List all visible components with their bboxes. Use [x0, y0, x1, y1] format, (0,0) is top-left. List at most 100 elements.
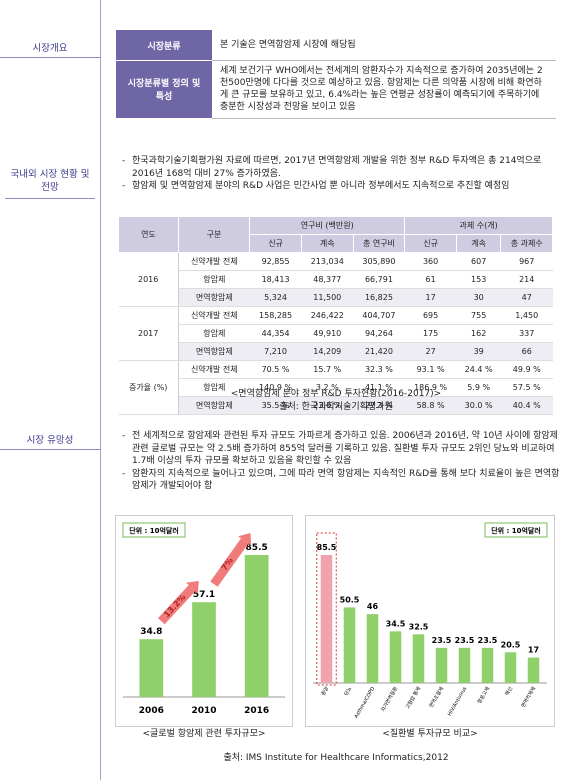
chart: 단위 : 10억달러34.8200657.1201085.5201613.2%7… — [115, 515, 293, 727]
bullets: 한국과학기술기획평가원 자료에 따르면, 2017년 면역항암제 개발을 위한 … — [120, 155, 562, 193]
header-cell: 신규 — [249, 234, 302, 253]
section-label: 시장 유망성 — [0, 432, 100, 450]
table-row: 2016 신약개발 전체 92,855 213,034 305,890 360 607 967 — [118, 252, 553, 307]
cell: 61 — [404, 270, 457, 289]
cell: 360 — [404, 252, 457, 271]
caption-line: <면역항암제 분야 정부 R&D 투자현황(2016-2017)> — [230, 389, 442, 399]
row-label: 항암제 — [178, 324, 250, 343]
row-label: 신약개발 전체 — [178, 306, 250, 325]
cell: 755 — [456, 306, 501, 325]
cell: 27.3 % — [353, 396, 405, 415]
cell: 158,285 — [249, 306, 302, 325]
bullet: 암환자의 지속적으로 늘어나고 있으며, 그에 따라 면역 항암제는 지속적인 … — [122, 468, 564, 493]
value-label: 32.5 — [409, 622, 429, 631]
table-row: 2017 신약개발 전체 158,285 246,422 404,707 695 755 1,… — [118, 306, 553, 361]
unit-box — [122, 522, 186, 538]
cell: 16,825 — [353, 288, 405, 307]
cell: 30 — [456, 288, 501, 307]
header-cell: 과제 수(개) — [404, 216, 553, 235]
value-label: 34.8 — [140, 627, 162, 637]
arrow-head — [238, 532, 252, 546]
caption: <면역항암제 분야 정부 R&D 투자현황(2016-2017)> 출처: 한국… — [116, 388, 556, 413]
cell: 18,413 — [249, 270, 302, 289]
cell-body: 세계 보건기구 WHO에서는 전세계의 암환자수가 지속적으로 증가하여 203… — [212, 60, 556, 119]
cell: 5,324 — [249, 288, 302, 307]
bar — [481, 647, 494, 683]
header-row: 연도 구분 연구비 (백만원) 과제 수(개) — [118, 216, 553, 253]
bullets: 전 세계적으로 항암제와 관련된 투자 규모도 가파르게 증가하고 있음. 20… — [120, 430, 564, 493]
header-cell: 신규 — [404, 234, 457, 253]
cell-head: 시장분류별 정의 및 특성 — [116, 60, 212, 119]
section-label: 국내외 시장 현황 및 전망 — [5, 168, 95, 199]
row-label: 항암제 — [178, 270, 250, 289]
chart: 단위 : 10억달러85.5종양50.5당뇨46Asthma/COPD34.5자… — [305, 515, 555, 727]
bullet: 항암제 및 면역항암제 분야의 R&D 사업은 민간사업 뿐 아니라 정부에서도… — [122, 180, 562, 193]
category-label: 2016 — [244, 706, 269, 716]
cell: 15.7 % — [301, 360, 354, 379]
year-cell: 2016 — [118, 252, 179, 307]
cell: 5.9 % — [456, 378, 501, 397]
cell: 24.4 % — [456, 360, 501, 379]
bullet: 전 세계적으로 항암제와 관련된 투자 규모도 가파르게 증가하고 있음. 20… — [122, 430, 564, 468]
cell: 337 — [500, 324, 553, 343]
cell: 32.3 % — [353, 360, 405, 379]
bar — [389, 631, 402, 683]
table-row: 증가율 (%) 신약개발 전체 70.5 % 15.7 % 32.3 % 93.1 % 24… — [118, 360, 553, 415]
cell: 21,420 — [353, 342, 405, 361]
cell: 93.1 % — [404, 360, 457, 379]
arrow-head — [186, 580, 199, 594]
header-cell: 계속 — [455, 234, 502, 253]
cell: 41.1 % — [353, 378, 405, 397]
value-label: 20.5 — [501, 640, 521, 649]
cell: 11,500 — [301, 288, 354, 307]
caption: <질환별 투자규모 비교> — [382, 729, 478, 739]
table-row: 항암제 140.9 % 3.2 % 41.1 % 186.9 % 5.9 % 57.5 % — [119, 378, 553, 397]
cell: 27 — [404, 342, 457, 361]
cell: 175 — [404, 324, 457, 343]
cell: 23.6 % — [301, 396, 354, 415]
cell: 140.9 % — [249, 378, 302, 397]
bar — [527, 657, 540, 683]
header-cell: 연구비 (백만원) — [249, 216, 406, 235]
table-row: 항암제 18,413 48,377 66,791 61 153 214 — [119, 270, 553, 289]
cell: 1,450 — [500, 306, 553, 325]
cell: 14,209 — [301, 342, 354, 361]
category-label: 종양 — [320, 685, 331, 697]
year-cell: 증가율 (%) — [118, 360, 179, 415]
cell: 39 — [456, 342, 501, 361]
bar — [412, 634, 425, 683]
cell: 35.5 % — [249, 396, 302, 415]
cell: 49.9 % — [500, 360, 553, 379]
value-label: 23.5 — [478, 636, 498, 645]
unit: 단위 : 10억달러 — [129, 526, 179, 535]
cell: 66,791 — [353, 270, 405, 289]
cell: 246,422 — [301, 306, 354, 325]
cell: 7,210 — [249, 342, 302, 361]
table-row: 면역항암제 5,324 11,500 16,825 17 30 47 — [119, 288, 553, 307]
cell-head: 시장분류 — [116, 30, 212, 61]
table-row: 면역항암제 35.5 % 23.6 % 27.3 % 58.8 % 30.0 % 40.4 … — [119, 396, 553, 415]
frame — [305, 515, 555, 727]
growth-arrow — [210, 538, 249, 587]
bar — [366, 614, 379, 683]
overview-table: 시장분류 본 기술은 면역항암제 시장에 해당됨 시장분류별 정의 및 특성 세계 … — [116, 30, 556, 119]
bar — [458, 647, 471, 683]
cell: 58.8 % — [404, 396, 457, 415]
cell: 44,354 — [249, 324, 302, 343]
cell: 70.5 % — [249, 360, 302, 379]
bar — [435, 647, 448, 683]
header-cell: 구분 — [177, 216, 251, 253]
row-label: 면역항암제 — [178, 396, 250, 415]
table-row: 항암제 44,354 49,910 94,264 175 162 337 — [119, 324, 553, 343]
bar — [504, 652, 517, 683]
bar — [343, 607, 356, 683]
value-label: 50.5 — [340, 595, 360, 604]
cell: 967 — [500, 252, 553, 271]
cell: 162 — [456, 324, 501, 343]
value-label: 85.5 — [317, 543, 337, 552]
cell: 40.4 % — [500, 396, 553, 415]
bar — [244, 555, 269, 697]
value-label: 85.5 — [246, 543, 268, 553]
category-label: 2006 — [139, 706, 164, 716]
cell: 47 — [500, 288, 553, 307]
